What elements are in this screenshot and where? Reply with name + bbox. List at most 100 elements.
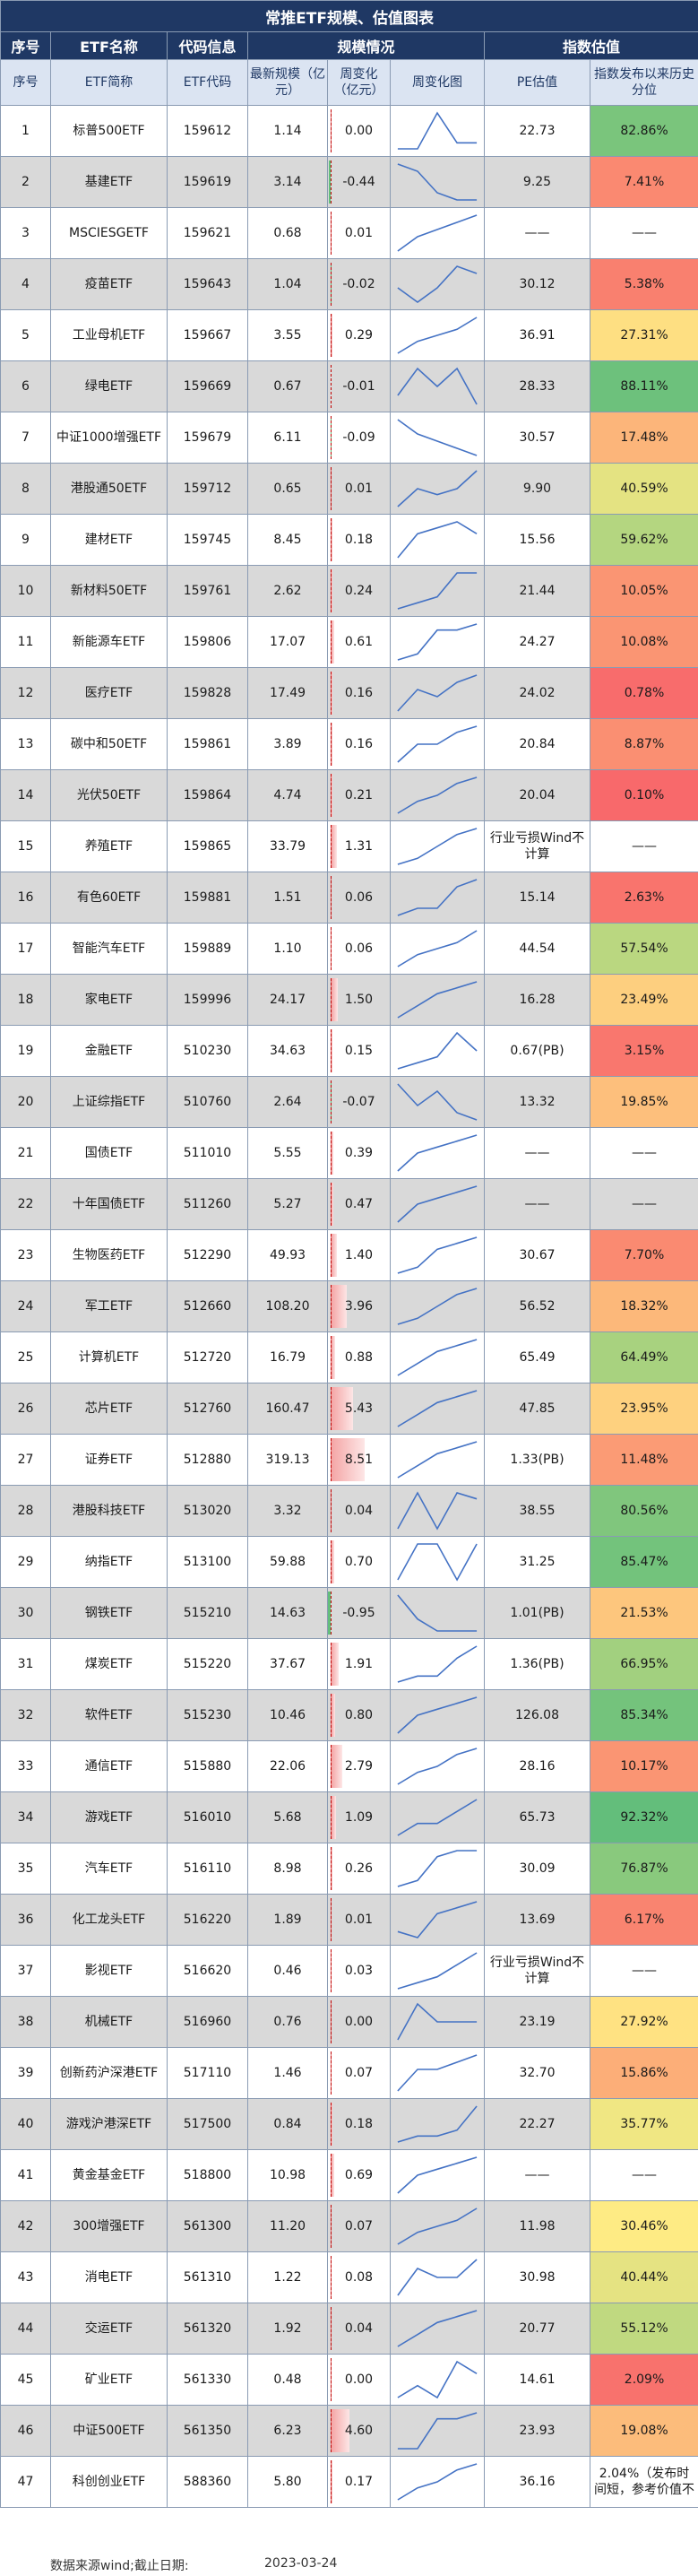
row-number-text: 13 [17,737,34,751]
pe-valuation: 28.16 [484,1740,590,1792]
etf-name-text: 国债ETF [84,1146,134,1160]
weekly-change-bar-area: 2.79 [329,1742,390,1791]
etf-name-text: 300增强ETF [73,2219,145,2233]
weekly-change-value: -0.01 [342,379,375,394]
etf-size: 1.89 [247,1894,328,1946]
weekly-change-bar-area: -0.07 [329,1078,390,1127]
etf-size-text: 8.45 [273,533,302,547]
etf-code: 159761 [167,565,248,617]
etf-size: 10.46 [247,1689,328,1741]
history-percentile: 10.05% [589,565,698,617]
pe-valuation: 20.04 [484,769,590,821]
pe-valuation: 24.02 [484,667,590,719]
history-percentile: 30.46% [589,2200,698,2252]
etf-size-text: 14.63 [269,1606,306,1620]
pe-valuation-text: 15.14 [519,890,556,905]
table-row: 33 通信ETF 515880 22.06 2.79 28.16 10.17% [0,1740,698,1792]
etf-code: 517500 [167,2098,248,2150]
table-row: 11 新能源车ETF 159806 17.07 0.61 24.27 10.08% [0,616,698,668]
pe-valuation-text: 28.16 [519,1759,556,1774]
weekly-change-axis [331,978,332,1021]
etf-size-text: 160.47 [265,1401,310,1416]
weekly-change-axis [331,723,332,766]
sparkline-series-line [397,1441,478,1479]
sparkline-series-line [397,1952,478,1990]
history-percentile: 17.48% [589,412,698,464]
row-number-text: 22 [17,1197,34,1211]
etf-name-text: 钢铁ETF [84,1606,134,1620]
history-percentile: 10.17% [589,1740,698,1792]
row-number-text: 42 [17,2219,34,2233]
etf-code-text: 515880 [183,1759,232,1774]
weekly-change-value: 8.51 [344,1453,374,1467]
weekly-change-value: 0.00 [344,2372,374,2387]
weekly-sparkline [397,2156,478,2194]
weekly-sparkline [397,1901,478,1939]
table-row: 8 港股通50ETF 159712 0.65 0.01 9.90 40.59% [0,463,698,515]
pe-valuation: 30.67 [484,1229,590,1281]
etf-name-text: 金融ETF [84,1044,134,1058]
weekly-change-bar-area: 0.24 [329,567,390,616]
row-number-text: 8 [22,481,30,496]
row-number-text: 11 [17,635,34,649]
history-percentile: —— [589,2149,698,2201]
etf-size-text: 11.20 [269,2219,306,2233]
pe-valuation-text: 14.61 [519,2372,556,2387]
weekly-change-value: 5.43 [344,1401,374,1416]
history-percentile-text: —— [632,2168,658,2182]
weekly-sparkline [397,367,478,405]
etf-name: 光伏50ETF [50,769,168,821]
etf-size: 3.32 [247,1485,328,1537]
weekly-sparkline [397,930,478,967]
history-percentile: 23.49% [589,974,698,1026]
weekly-change-bar [331,1438,366,1481]
weekly-change-axis [331,1745,332,1788]
etf-name: 新能源车ETF [50,616,168,668]
etf-name-text: 医疗ETF [84,686,134,700]
etf-code-text: 518800 [183,2168,232,2182]
row-number: 33 [0,1740,51,1792]
row-number-text: 15 [17,839,34,854]
history-percentile-text: 85.47% [620,1555,668,1569]
row-number: 38 [0,1996,51,2048]
table-row: 43 消电ETF 561310 1.22 0.08 30.98 40.44% [0,2251,698,2303]
etf-name: 十年国债ETF [50,1178,168,1230]
history-percentile-text: 27.92% [620,2015,668,2029]
weekly-change-axis [331,2154,332,2197]
etf-code: 516620 [167,1945,248,1997]
history-percentile-text: 19.08% [620,2424,668,2438]
sparkline-series-line [397,265,478,303]
etf-name-text: 中证1000增强ETF [56,430,162,445]
weekly-change-cell: 0.07 [327,2047,391,2099]
sparkline-series-line [397,879,478,916]
weekly-change-cell: 0.61 [327,616,391,668]
pe-valuation: 14.61 [484,2354,590,2406]
row-number: 4 [0,258,51,310]
row-number: 7 [0,412,51,464]
pe-valuation: 36.91 [484,309,590,361]
weekly-change-value: 0.24 [344,584,374,598]
col-header-size: 最新规模（亿元） [247,59,328,106]
row-number-text: 45 [17,2372,34,2387]
etf-size: 5.68 [247,1791,328,1843]
weekly-sparkline-cell [390,1178,485,1230]
etf-name-text: 化工龙头ETF [72,1912,146,1927]
row-number-text: 7 [22,430,30,445]
weekly-sparkline-cell [390,1331,485,1383]
weekly-sparkline-cell [390,2456,485,2508]
weekly-sparkline [397,1031,478,1070]
history-percentile-text: 3.15% [624,1044,665,1058]
weekly-change-cell: 0.70 [327,1536,391,1588]
etf-code-text: 510760 [183,1095,232,1109]
weekly-change-bar-area: 0.03 [329,1947,390,1996]
etf-size-text: 2.64 [273,1095,302,1109]
weekly-change-value: 0.69 [344,2168,374,2182]
row-number-text: 44 [17,2321,34,2336]
weekly-change-axis [331,109,332,152]
etf-code-text: 510230 [183,1044,232,1058]
etf-size-text: 3.32 [273,1504,302,1518]
history-percentile: 7.41% [589,156,698,208]
weekly-change-axis [331,2409,332,2452]
row-number-text: 40 [17,2117,34,2131]
weekly-change-axis [331,2307,332,2350]
